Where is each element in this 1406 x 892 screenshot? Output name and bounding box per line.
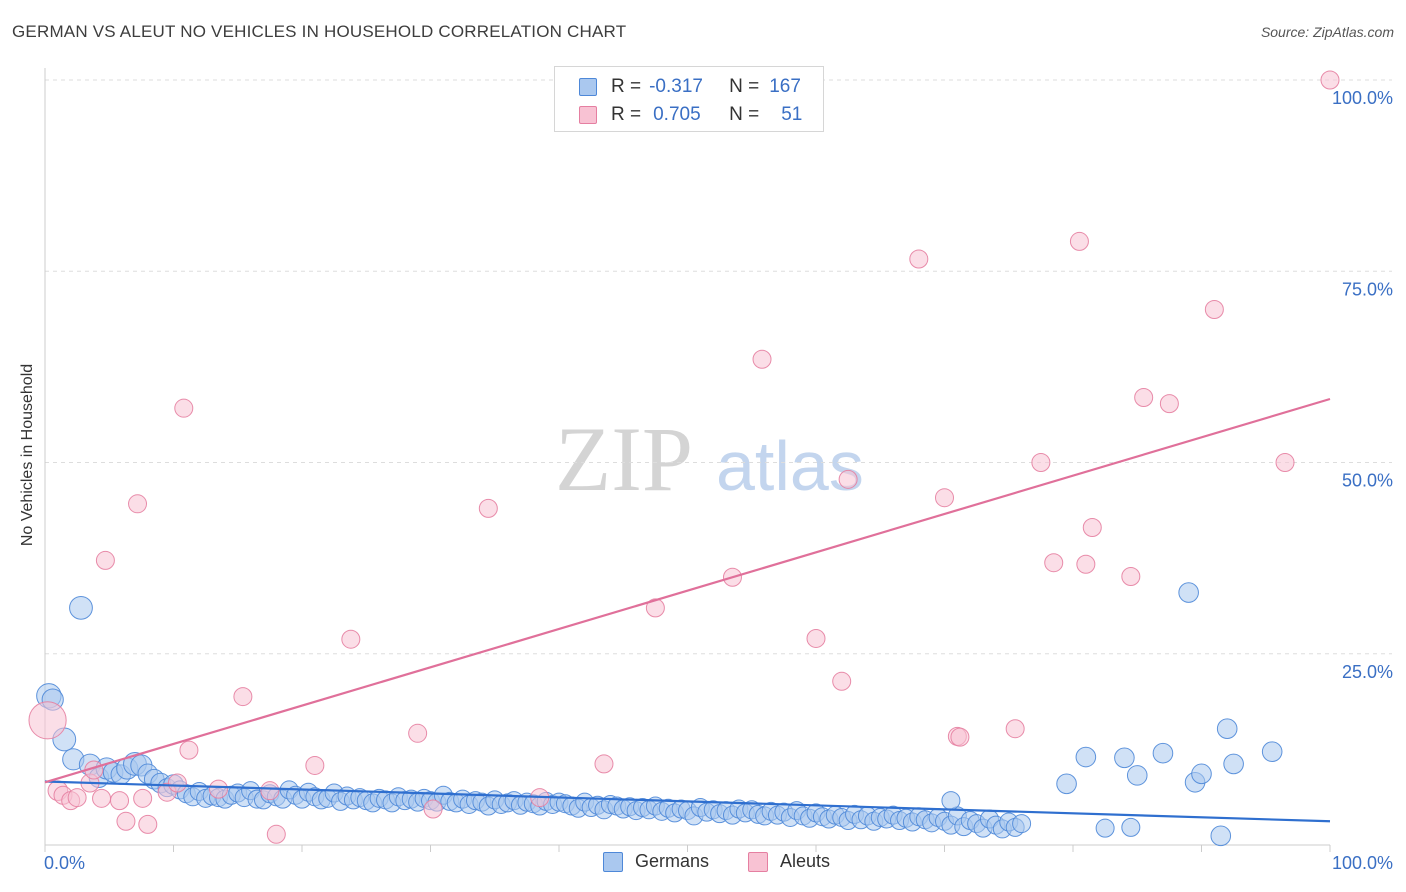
aleuts-point-8 bbox=[95, 550, 115, 570]
germans-point-160 bbox=[1223, 753, 1244, 775]
aleuts-point-4 bbox=[67, 788, 87, 808]
aleuts-point-35 bbox=[950, 727, 970, 747]
y-tick-label-25: 25.0% bbox=[1342, 662, 1393, 682]
aleuts-point-45 bbox=[1204, 300, 1224, 319]
aleuts-point-24 bbox=[478, 498, 498, 518]
aleuts-r-value: 0.705 bbox=[653, 104, 701, 125]
aleuts-point-19 bbox=[266, 824, 286, 844]
aleuts-point-49 bbox=[208, 779, 228, 799]
aleuts-point-17 bbox=[179, 740, 199, 760]
aleuts-point-43 bbox=[1134, 387, 1154, 407]
legend-item-germans: Germans bbox=[603, 851, 709, 872]
germans-n-label: N = bbox=[729, 76, 760, 97]
aleuts-point-9 bbox=[110, 791, 130, 811]
germans-r-value: -0.317 bbox=[649, 76, 703, 97]
watermark-atlas: atlas bbox=[716, 427, 864, 505]
series-legend: Germans Aleuts bbox=[0, 851, 1406, 877]
aleuts-point-46 bbox=[1275, 453, 1295, 472]
aleuts-point-12 bbox=[133, 788, 153, 808]
germans-trend-line bbox=[44, 780, 1331, 823]
correlation-legend: R = -0.317 N = 167 R = 0.705 N = 51 bbox=[554, 66, 824, 132]
germans-point-154 bbox=[1126, 765, 1148, 786]
aleuts-point-28 bbox=[752, 349, 772, 369]
germans-point-152 bbox=[1075, 746, 1097, 768]
aleuts-point-15 bbox=[167, 773, 187, 793]
aleuts-n-label: N = bbox=[729, 104, 760, 125]
y-tick-label-50: 50.0% bbox=[1342, 471, 1393, 491]
aleuts-point-13 bbox=[138, 814, 158, 834]
aleuts-point-30 bbox=[832, 671, 852, 691]
aleuts-trend-line bbox=[44, 397, 1331, 784]
legend-item-aleuts: Aleuts bbox=[748, 851, 830, 872]
aleuts-point-39 bbox=[1069, 231, 1089, 251]
y-tick-label-100: 100.0% bbox=[1332, 88, 1393, 108]
germans-r-label: R = bbox=[611, 76, 642, 97]
germans-point-150 bbox=[941, 791, 961, 811]
chart-title: GERMAN VS ALEUT NO VEHICLES IN HOUSEHOLD… bbox=[12, 22, 627, 41]
aleuts-point-18 bbox=[233, 687, 253, 707]
aleuts-legend-label: Aleuts bbox=[780, 851, 831, 871]
aleuts-point-42 bbox=[1121, 566, 1141, 586]
germans-point-149 bbox=[1012, 814, 1032, 834]
legend-row-germans: R = -0.317 N = 167 bbox=[555, 73, 801, 101]
aleuts-point-48 bbox=[260, 781, 280, 801]
source-label: Source: ZipAtlas.com bbox=[1260, 24, 1394, 40]
germans-point-153 bbox=[1114, 747, 1135, 769]
legend-row-aleuts: R = 0.705 N = 51 bbox=[555, 101, 802, 129]
aleuts-point-10 bbox=[116, 811, 136, 831]
aleuts-point-25 bbox=[594, 754, 614, 774]
aleuts-point-22 bbox=[408, 723, 428, 743]
watermark-zip: ZIP bbox=[555, 408, 693, 510]
germans-n-value: 167 bbox=[769, 76, 801, 97]
germans-point-158 bbox=[1191, 763, 1212, 785]
x-tick-label-max: 100.0% bbox=[1332, 853, 1393, 873]
aleuts-legend-swatch bbox=[748, 851, 768, 872]
germans-point-159 bbox=[1216, 718, 1238, 740]
aleuts-point-44 bbox=[1159, 394, 1179, 414]
germans-point-164 bbox=[1121, 817, 1141, 837]
aleuts-point-23 bbox=[423, 799, 443, 819]
germans-point-163 bbox=[1095, 818, 1115, 838]
germans-point-151 bbox=[1056, 773, 1077, 795]
aleuts-point-11 bbox=[128, 494, 148, 514]
aleuts-point-21 bbox=[341, 629, 361, 649]
aleuts-point-40 bbox=[1076, 554, 1096, 574]
aleuts-n-value: 51 bbox=[781, 104, 803, 125]
aleuts-point-26 bbox=[645, 598, 665, 618]
y-axis-title: No Vehicles in Household bbox=[19, 363, 36, 547]
aleuts-point-38 bbox=[1044, 553, 1064, 573]
germans-legend-label: Germans bbox=[635, 851, 710, 871]
aleuts-point-20 bbox=[305, 755, 325, 775]
aleuts-point-41 bbox=[1082, 518, 1102, 538]
germans-swatch bbox=[579, 78, 597, 96]
germans-point-4 bbox=[69, 595, 93, 620]
aleuts-point-32 bbox=[909, 249, 929, 269]
y-tick-label-75: 75.0% bbox=[1342, 279, 1393, 299]
germans-point-156 bbox=[1178, 582, 1199, 603]
aleuts-point-7 bbox=[92, 788, 112, 808]
aleuts-point-0 bbox=[28, 701, 67, 740]
germans-legend-swatch bbox=[603, 851, 623, 872]
aleuts-swatch bbox=[579, 106, 597, 124]
germans-point-155 bbox=[1152, 742, 1174, 764]
aleuts-point-37 bbox=[1031, 453, 1051, 472]
aleuts-point-47 bbox=[1320, 70, 1340, 90]
germans-point-161 bbox=[1261, 741, 1283, 762]
aleuts-point-33 bbox=[935, 488, 954, 508]
aleuts-point-36 bbox=[1005, 719, 1025, 739]
x-tick-label-min: 0.0% bbox=[44, 853, 85, 873]
aleuts-r-label: R = bbox=[611, 104, 642, 125]
aleuts-point-29 bbox=[806, 628, 826, 648]
germans-point-162 bbox=[1210, 825, 1232, 847]
aleuts-point-31 bbox=[838, 469, 858, 489]
aleuts-point-16 bbox=[174, 398, 194, 418]
